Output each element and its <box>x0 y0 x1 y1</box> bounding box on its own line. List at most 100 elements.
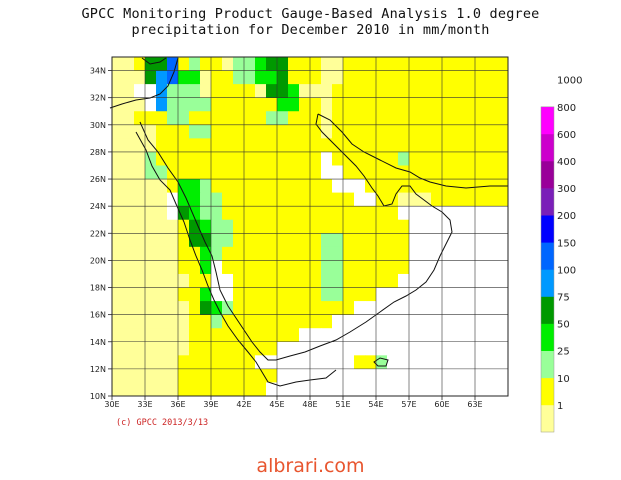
precip-cell <box>134 138 146 153</box>
precip-cell <box>134 246 146 261</box>
precip-cell <box>222 219 234 234</box>
precip-cell <box>453 382 465 397</box>
precip-cell <box>387 233 399 248</box>
precip-cell <box>486 192 498 207</box>
precip-cell <box>156 301 168 316</box>
precip-cell <box>343 287 355 302</box>
precip-cell <box>475 124 487 139</box>
precip-cell <box>387 124 399 139</box>
precip-cell <box>123 111 135 126</box>
precip-cell <box>442 287 454 302</box>
x-tick-label: 45E <box>269 400 284 409</box>
precip-cell <box>112 355 124 370</box>
precip-cell <box>453 192 465 207</box>
precip-cell <box>167 70 179 85</box>
precip-cell <box>112 219 124 234</box>
precip-cell <box>211 368 223 383</box>
socotra-island-outline <box>373 357 389 367</box>
precip-cell <box>310 341 322 356</box>
precip-cell <box>277 314 289 329</box>
precip-cell <box>497 219 509 234</box>
precip-cell <box>156 111 168 126</box>
precip-cell <box>167 314 179 329</box>
precip-cell <box>167 219 179 234</box>
legend-label: 200 <box>557 211 576 222</box>
precip-cell <box>134 355 146 370</box>
longitude-axis: 30E 33E 36E 39E 42E 45E 48E 51E 54E 57E 60E 63E <box>104 396 483 409</box>
precip-cell <box>255 368 267 383</box>
precip-cell <box>178 97 190 112</box>
precip-cell <box>442 138 454 153</box>
precip-cell <box>420 124 432 139</box>
precip-cell <box>178 382 190 397</box>
precip-cell <box>365 70 377 85</box>
precip-cell <box>431 368 443 383</box>
precip-cell <box>497 368 509 383</box>
precip-cell <box>409 179 421 193</box>
precip-cell <box>409 192 421 207</box>
precip-cell <box>299 382 311 397</box>
precip-cell <box>453 138 465 153</box>
precip-cell <box>145 273 157 288</box>
precip-cell <box>211 341 223 356</box>
precip-cell <box>321 97 333 112</box>
precip-cell <box>244 355 256 370</box>
precip-cell <box>200 151 212 166</box>
precip-cell <box>420 206 432 221</box>
precip-cell <box>398 70 410 85</box>
precip-cell <box>112 260 124 275</box>
precip-cell <box>442 355 454 370</box>
precip-cell <box>475 314 487 329</box>
precip-cell <box>398 260 410 275</box>
precip-cell <box>398 57 410 71</box>
precip-cell <box>431 124 443 139</box>
precip-cell <box>123 341 135 356</box>
precip-cell <box>453 124 465 139</box>
precip-cell <box>244 179 256 193</box>
precip-cell <box>398 273 410 288</box>
precip-cell <box>167 124 179 139</box>
y-tick-label: 22N <box>90 229 106 238</box>
map-title-line-2: precipitation for December 2010 in mm/mo… <box>131 22 490 38</box>
precip-cell <box>343 138 355 153</box>
precip-cell <box>255 124 267 139</box>
precip-cell <box>420 233 432 248</box>
precip-cell <box>222 138 234 153</box>
precip-cell <box>277 382 289 397</box>
precip-cell <box>497 124 509 139</box>
precip-cell <box>123 368 135 383</box>
precip-cell <box>310 368 322 383</box>
y-tick-label: 16N <box>90 311 106 320</box>
precip-cell <box>464 97 476 112</box>
precip-cell <box>431 192 443 207</box>
precip-cell <box>343 301 355 316</box>
precip-cell <box>354 355 366 370</box>
precip-cell <box>277 341 289 356</box>
precip-cell <box>431 97 443 112</box>
precip-cell <box>299 301 311 316</box>
legend-label: 400 <box>557 157 576 168</box>
precip-cell <box>420 192 432 207</box>
precip-cell <box>134 368 146 383</box>
precip-cell <box>277 138 289 153</box>
precip-cell <box>464 219 476 234</box>
precip-cell <box>156 328 168 343</box>
precip-cell <box>475 382 487 397</box>
precip-cell <box>453 111 465 126</box>
precip-cell <box>189 124 201 139</box>
x-tick-label: 63E <box>467 400 482 409</box>
legend-swatch <box>541 377 554 406</box>
precip-cell <box>123 138 135 153</box>
precip-cell <box>255 287 267 302</box>
precip-cell <box>222 97 234 112</box>
precip-cell <box>244 219 256 234</box>
precip-cell <box>189 328 201 343</box>
precip-cell <box>167 192 179 207</box>
precip-cell <box>442 341 454 356</box>
precip-cell <box>123 124 135 139</box>
precip-cell <box>409 246 421 261</box>
precip-cell <box>178 179 190 193</box>
precip-cell <box>332 273 344 288</box>
precip-cell <box>343 328 355 343</box>
precip-cell <box>420 301 432 316</box>
